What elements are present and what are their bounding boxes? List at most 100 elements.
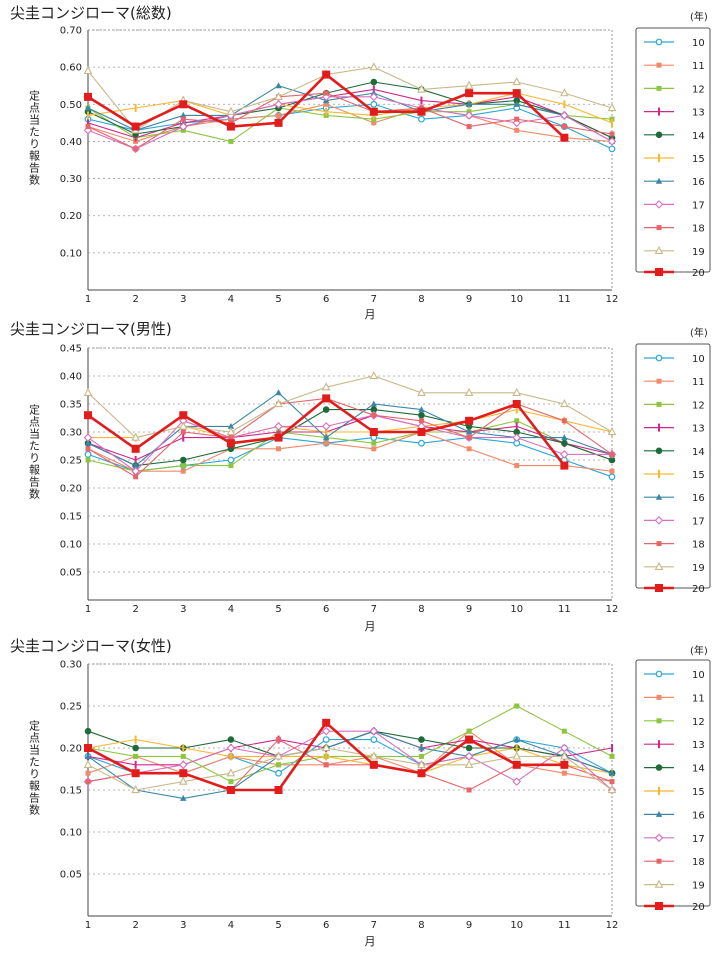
- x-tick-label: 6: [323, 604, 329, 615]
- y-tick-label: 0.30: [60, 428, 82, 439]
- legend-label: 18: [692, 540, 705, 551]
- legend-marker: [655, 268, 663, 276]
- data-point: [275, 82, 282, 89]
- data-point: [418, 439, 425, 447]
- data-point: [131, 432, 140, 441]
- series-line-15: [87, 739, 613, 774]
- legend-label: 10: [692, 670, 705, 681]
- x-axis-label: 月: [365, 620, 376, 633]
- data-point: [371, 120, 377, 126]
- data-point: [178, 122, 188, 131]
- data-point: [560, 111, 569, 120]
- data-point: [560, 751, 569, 760]
- data-point: [321, 422, 331, 431]
- y-tick-label: 0.25: [60, 456, 82, 467]
- x-tick-label: 12: [606, 920, 619, 931]
- series-line-19: [87, 66, 613, 131]
- y-axis-label: 定点当たり報告数: [28, 403, 41, 500]
- legend-label: 15: [692, 154, 705, 165]
- y-tick-label: 0.45: [60, 344, 82, 355]
- data-point: [560, 461, 569, 470]
- data-point: [464, 759, 474, 768]
- data-point: [370, 78, 378, 86]
- x-tick-label: 11: [558, 294, 571, 305]
- x-tick-label: 10: [510, 920, 523, 931]
- data-point: [466, 787, 472, 793]
- data-point: [180, 429, 186, 435]
- legend-label: 14: [692, 764, 705, 775]
- data-point: [131, 785, 140, 794]
- data-point: [609, 451, 615, 457]
- data-point: [609, 131, 615, 137]
- data-point: [560, 760, 569, 769]
- series-line-15: [87, 92, 613, 124]
- y-tick-label: 0.05: [60, 568, 82, 579]
- series-line-19: [87, 747, 613, 791]
- x-tick-label: 9: [466, 604, 472, 615]
- x-tick-label: 11: [558, 604, 571, 615]
- data-point: [465, 744, 473, 752]
- y-tick-label: 0.40: [60, 137, 82, 148]
- x-tick-label: 1: [85, 294, 91, 305]
- series-20: [84, 394, 569, 470]
- x-tick-label: 9: [466, 294, 472, 305]
- data-point: [418, 736, 425, 743]
- data-point: [607, 427, 617, 436]
- data-point: [276, 737, 282, 743]
- legend-label: 13: [692, 108, 705, 119]
- y-tick-label: 0.30: [60, 174, 82, 185]
- x-tick-label: 12: [606, 604, 619, 615]
- legend-label: 15: [692, 787, 705, 798]
- legend-marker: [656, 85, 662, 91]
- data-point: [464, 387, 474, 396]
- data-point: [274, 433, 283, 442]
- data-point: [418, 753, 424, 759]
- data-point: [607, 137, 617, 146]
- x-tick-label: 12: [606, 294, 619, 305]
- data-point: [513, 736, 520, 743]
- data-point: [607, 103, 617, 112]
- legend-marker: [655, 670, 663, 678]
- legend-unit-label: (年): [690, 326, 708, 339]
- legend-label: 18: [692, 224, 705, 235]
- series-20: [84, 718, 569, 794]
- data-point: [274, 786, 283, 794]
- data-point: [179, 100, 188, 109]
- data-point: [560, 88, 569, 97]
- data-point: [512, 751, 522, 760]
- data-point: [180, 468, 186, 474]
- data-point: [133, 474, 139, 480]
- chart-panel-2: 尖圭コンジローマ(男性) 定点当たり報告数 0.05 0.10 0.15 0.20 0.25…: [10, 320, 711, 633]
- y-tick-label: 0.10: [60, 540, 82, 551]
- series-line-14: [87, 409, 613, 467]
- data-point: [84, 727, 92, 735]
- data-point: [465, 100, 473, 107]
- data-point: [466, 124, 472, 130]
- data-point: [322, 434, 330, 441]
- series-line-13: [87, 414, 613, 461]
- data-point: [322, 70, 331, 79]
- x-tick-label: 7: [371, 604, 377, 615]
- series-line-11: [87, 431, 613, 472]
- y-tick-label: 0.20: [60, 744, 82, 755]
- y-tick-label: 0.20: [60, 211, 82, 222]
- data-point: [561, 439, 568, 447]
- data-point: [369, 726, 379, 736]
- data-point: [513, 100, 520, 107]
- legend-marker: [656, 225, 662, 231]
- data-point: [84, 411, 92, 420]
- legend-label: 14: [692, 131, 705, 142]
- x-tick-label: 1: [85, 920, 91, 931]
- x-tick-label: 5: [275, 604, 281, 615]
- legend-marker: [655, 131, 663, 139]
- x-tick-label: 11: [558, 920, 571, 931]
- series-19: [83, 62, 617, 134]
- x-tick-label: 2: [132, 920, 138, 931]
- data-point: [226, 743, 236, 753]
- legend-marker: [655, 902, 663, 910]
- legend-label: 17: [692, 200, 705, 211]
- data-point: [512, 387, 522, 396]
- data-point: [464, 111, 474, 120]
- data-point: [132, 744, 139, 752]
- legend-label: 20: [692, 584, 705, 595]
